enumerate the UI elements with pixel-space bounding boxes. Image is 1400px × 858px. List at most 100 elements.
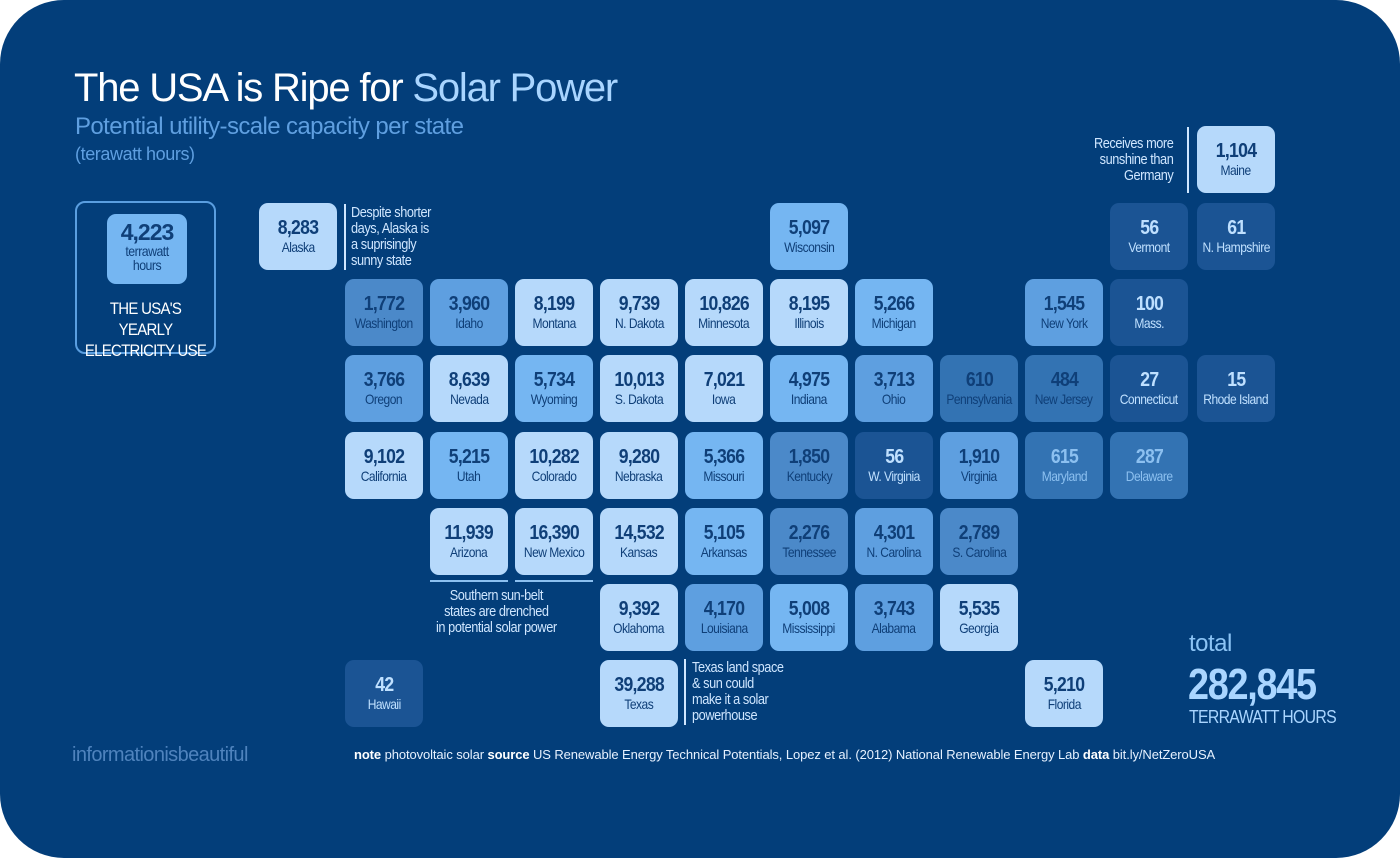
units-label: (terawatt hours) bbox=[75, 144, 195, 164]
state-name: Delaware bbox=[1125, 468, 1173, 484]
state-name: Maryland bbox=[1041, 468, 1087, 484]
state-tile-vermont: 56 Vermont bbox=[1110, 203, 1188, 270]
state-name: W. Virginia bbox=[868, 468, 920, 484]
data-key: data bbox=[1082, 747, 1110, 762]
title-main: The USA is Ripe for bbox=[74, 66, 413, 110]
state-name: Georgia bbox=[959, 620, 999, 636]
state-value: 100 bbox=[1135, 293, 1163, 315]
state-value: 15 bbox=[1226, 369, 1246, 391]
state-tile-new-mexico: 16,390 New Mexico bbox=[515, 508, 593, 575]
state-name: Mississippi bbox=[782, 620, 836, 636]
state-name: Nebraska bbox=[615, 468, 663, 484]
total-label: total bbox=[1189, 630, 1232, 657]
state-value: 5,008 bbox=[788, 598, 830, 620]
state-name: N. Hampshire bbox=[1202, 239, 1270, 255]
note-key: note bbox=[354, 747, 382, 762]
state-tile-n-hampshire: 61 N. Hampshire bbox=[1197, 203, 1275, 270]
source-value: US Renewable Energy Technical Potentials… bbox=[533, 747, 1080, 762]
state-name: Hawaii bbox=[367, 696, 401, 712]
state-tile-oregon: 3,766 Oregon bbox=[345, 355, 423, 422]
subtitle: Potential utility-scale capacity per sta… bbox=[75, 113, 464, 140]
state-value: 287 bbox=[1135, 446, 1163, 468]
state-tile-n-dakota: 9,739 N. Dakota bbox=[600, 279, 678, 346]
state-tile-florida: 5,210 Florida bbox=[1025, 660, 1103, 727]
state-value: 61 bbox=[1226, 217, 1246, 239]
state-value: 1,104 bbox=[1215, 140, 1257, 162]
state-value: 14,532 bbox=[614, 522, 664, 544]
state-tile-kentucky: 1,850 Kentucky bbox=[770, 432, 848, 499]
state-name: Nevada bbox=[449, 391, 489, 407]
state-value: 615 bbox=[1050, 446, 1078, 468]
state-tile-s-dakota: 10,013 S. Dakota bbox=[600, 355, 678, 422]
state-name: Ohio bbox=[882, 391, 906, 407]
state-value: 5,366 bbox=[703, 446, 745, 468]
state-tile-n-carolina: 4,301 N. Carolina bbox=[855, 508, 933, 575]
state-value: 56 bbox=[884, 446, 904, 468]
state-tile-arizona: 11,939 Arizona bbox=[430, 508, 508, 575]
state-value: 5,535 bbox=[958, 598, 1000, 620]
state-tile-ohio: 3,713 Ohio bbox=[855, 355, 933, 422]
state-name: California bbox=[361, 468, 407, 484]
state-tile-connecticut: 27 Connecticut bbox=[1110, 355, 1188, 422]
state-value: 9,102 bbox=[363, 446, 405, 468]
state-tile-alaska: 8,283 Alaska bbox=[259, 203, 337, 270]
state-name: New Jersey bbox=[1035, 391, 1093, 407]
state-value: 5,215 bbox=[448, 446, 490, 468]
state-value: 8,639 bbox=[448, 369, 490, 391]
state-tile-iowa: 7,021 Iowa bbox=[685, 355, 763, 422]
state-value: 11,939 bbox=[444, 522, 494, 544]
state-name: Iowa bbox=[712, 391, 736, 407]
state-tile-missouri: 5,366 Missouri bbox=[685, 432, 763, 499]
state-name: Alabama bbox=[872, 620, 916, 636]
arizona-underline bbox=[430, 580, 508, 582]
state-value: 9,280 bbox=[618, 446, 660, 468]
state-name: Arkansas bbox=[700, 544, 748, 560]
state-value: 3,960 bbox=[448, 293, 490, 315]
yearly-usage-value: 4,223 bbox=[120, 219, 175, 245]
maine-note: Receives more sunshine than Germany bbox=[1094, 136, 1174, 184]
yearly-usage-unit: terrawatt hours bbox=[125, 243, 169, 273]
state-tile-indiana: 4,975 Indiana bbox=[770, 355, 848, 422]
state-name: Washington bbox=[355, 315, 414, 331]
state-name: Arizona bbox=[450, 544, 488, 560]
state-value: 3,743 bbox=[873, 598, 915, 620]
state-tile-w-virginia: 56 W. Virginia bbox=[855, 432, 933, 499]
state-tile-mississippi: 5,008 Mississippi bbox=[770, 584, 848, 651]
state-tile-delaware: 287 Delaware bbox=[1110, 432, 1188, 499]
state-name: Alaska bbox=[281, 239, 315, 255]
state-tile-louisiana: 4,170 Louisiana bbox=[685, 584, 763, 651]
state-name: Colorado bbox=[531, 468, 577, 484]
state-value: 5,734 bbox=[533, 369, 575, 391]
state-tile-wisconsin: 5,097 Wisconsin bbox=[770, 203, 848, 270]
state-tile-tennessee: 2,276 Tennessee bbox=[770, 508, 848, 575]
alaska-note-divider bbox=[344, 204, 346, 270]
state-tile-pennsylvania: 610 Pennsylvania bbox=[940, 355, 1018, 422]
state-name: Texas bbox=[624, 696, 654, 712]
state-name: Florida bbox=[1047, 696, 1081, 712]
data-link[interactable]: bit.ly/NetZeroUSA bbox=[1112, 747, 1216, 762]
state-name: S. Dakota bbox=[614, 391, 664, 407]
state-tile-michigan: 5,266 Michigan bbox=[855, 279, 933, 346]
state-value: 9,392 bbox=[618, 598, 660, 620]
state-value: 8,283 bbox=[277, 217, 319, 239]
state-tile-new-york: 1,545 New York bbox=[1025, 279, 1103, 346]
state-name: Illinois bbox=[794, 315, 824, 331]
state-value: 5,210 bbox=[1043, 674, 1085, 696]
state-name: Rhode Island bbox=[1203, 391, 1269, 407]
state-name: Mass. bbox=[1134, 315, 1164, 331]
state-value: 2,789 bbox=[958, 522, 1000, 544]
state-tile-alabama: 3,743 Alabama bbox=[855, 584, 933, 651]
state-tile-rhode-island: 15 Rhode Island bbox=[1197, 355, 1275, 422]
state-name: N. Dakota bbox=[614, 315, 664, 331]
state-value: 1,850 bbox=[788, 446, 830, 468]
state-name: N. Carolina bbox=[866, 544, 922, 560]
page-title: The USA is Ripe for Solar Power bbox=[74, 66, 618, 111]
state-tile-idaho: 3,960 Idaho bbox=[430, 279, 508, 346]
state-value: 5,266 bbox=[873, 293, 915, 315]
state-name: Maine bbox=[1220, 162, 1252, 178]
state-tile-s-carolina: 2,789 S. Carolina bbox=[940, 508, 1018, 575]
texas-note: Texas land space & sun could make it a s… bbox=[692, 660, 784, 724]
state-value: 4,975 bbox=[788, 369, 830, 391]
state-tile-illinois: 8,195 Illinois bbox=[770, 279, 848, 346]
